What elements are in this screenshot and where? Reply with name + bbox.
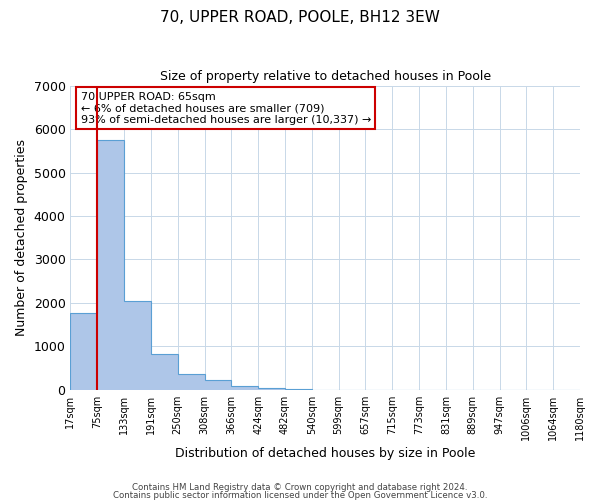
- Text: 70 UPPER ROAD: 65sqm
← 6% of detached houses are smaller (709)
93% of semi-detac: 70 UPPER ROAD: 65sqm ← 6% of detached ho…: [80, 92, 371, 125]
- Title: Size of property relative to detached houses in Poole: Size of property relative to detached ho…: [160, 70, 491, 83]
- Y-axis label: Number of detached properties: Number of detached properties: [15, 139, 28, 336]
- Text: 70, UPPER ROAD, POOLE, BH12 3EW: 70, UPPER ROAD, POOLE, BH12 3EW: [160, 10, 440, 25]
- X-axis label: Distribution of detached houses by size in Poole: Distribution of detached houses by size …: [175, 447, 475, 460]
- Text: Contains public sector information licensed under the Open Government Licence v3: Contains public sector information licen…: [113, 491, 487, 500]
- Text: Contains HM Land Registry data © Crown copyright and database right 2024.: Contains HM Land Registry data © Crown c…: [132, 484, 468, 492]
